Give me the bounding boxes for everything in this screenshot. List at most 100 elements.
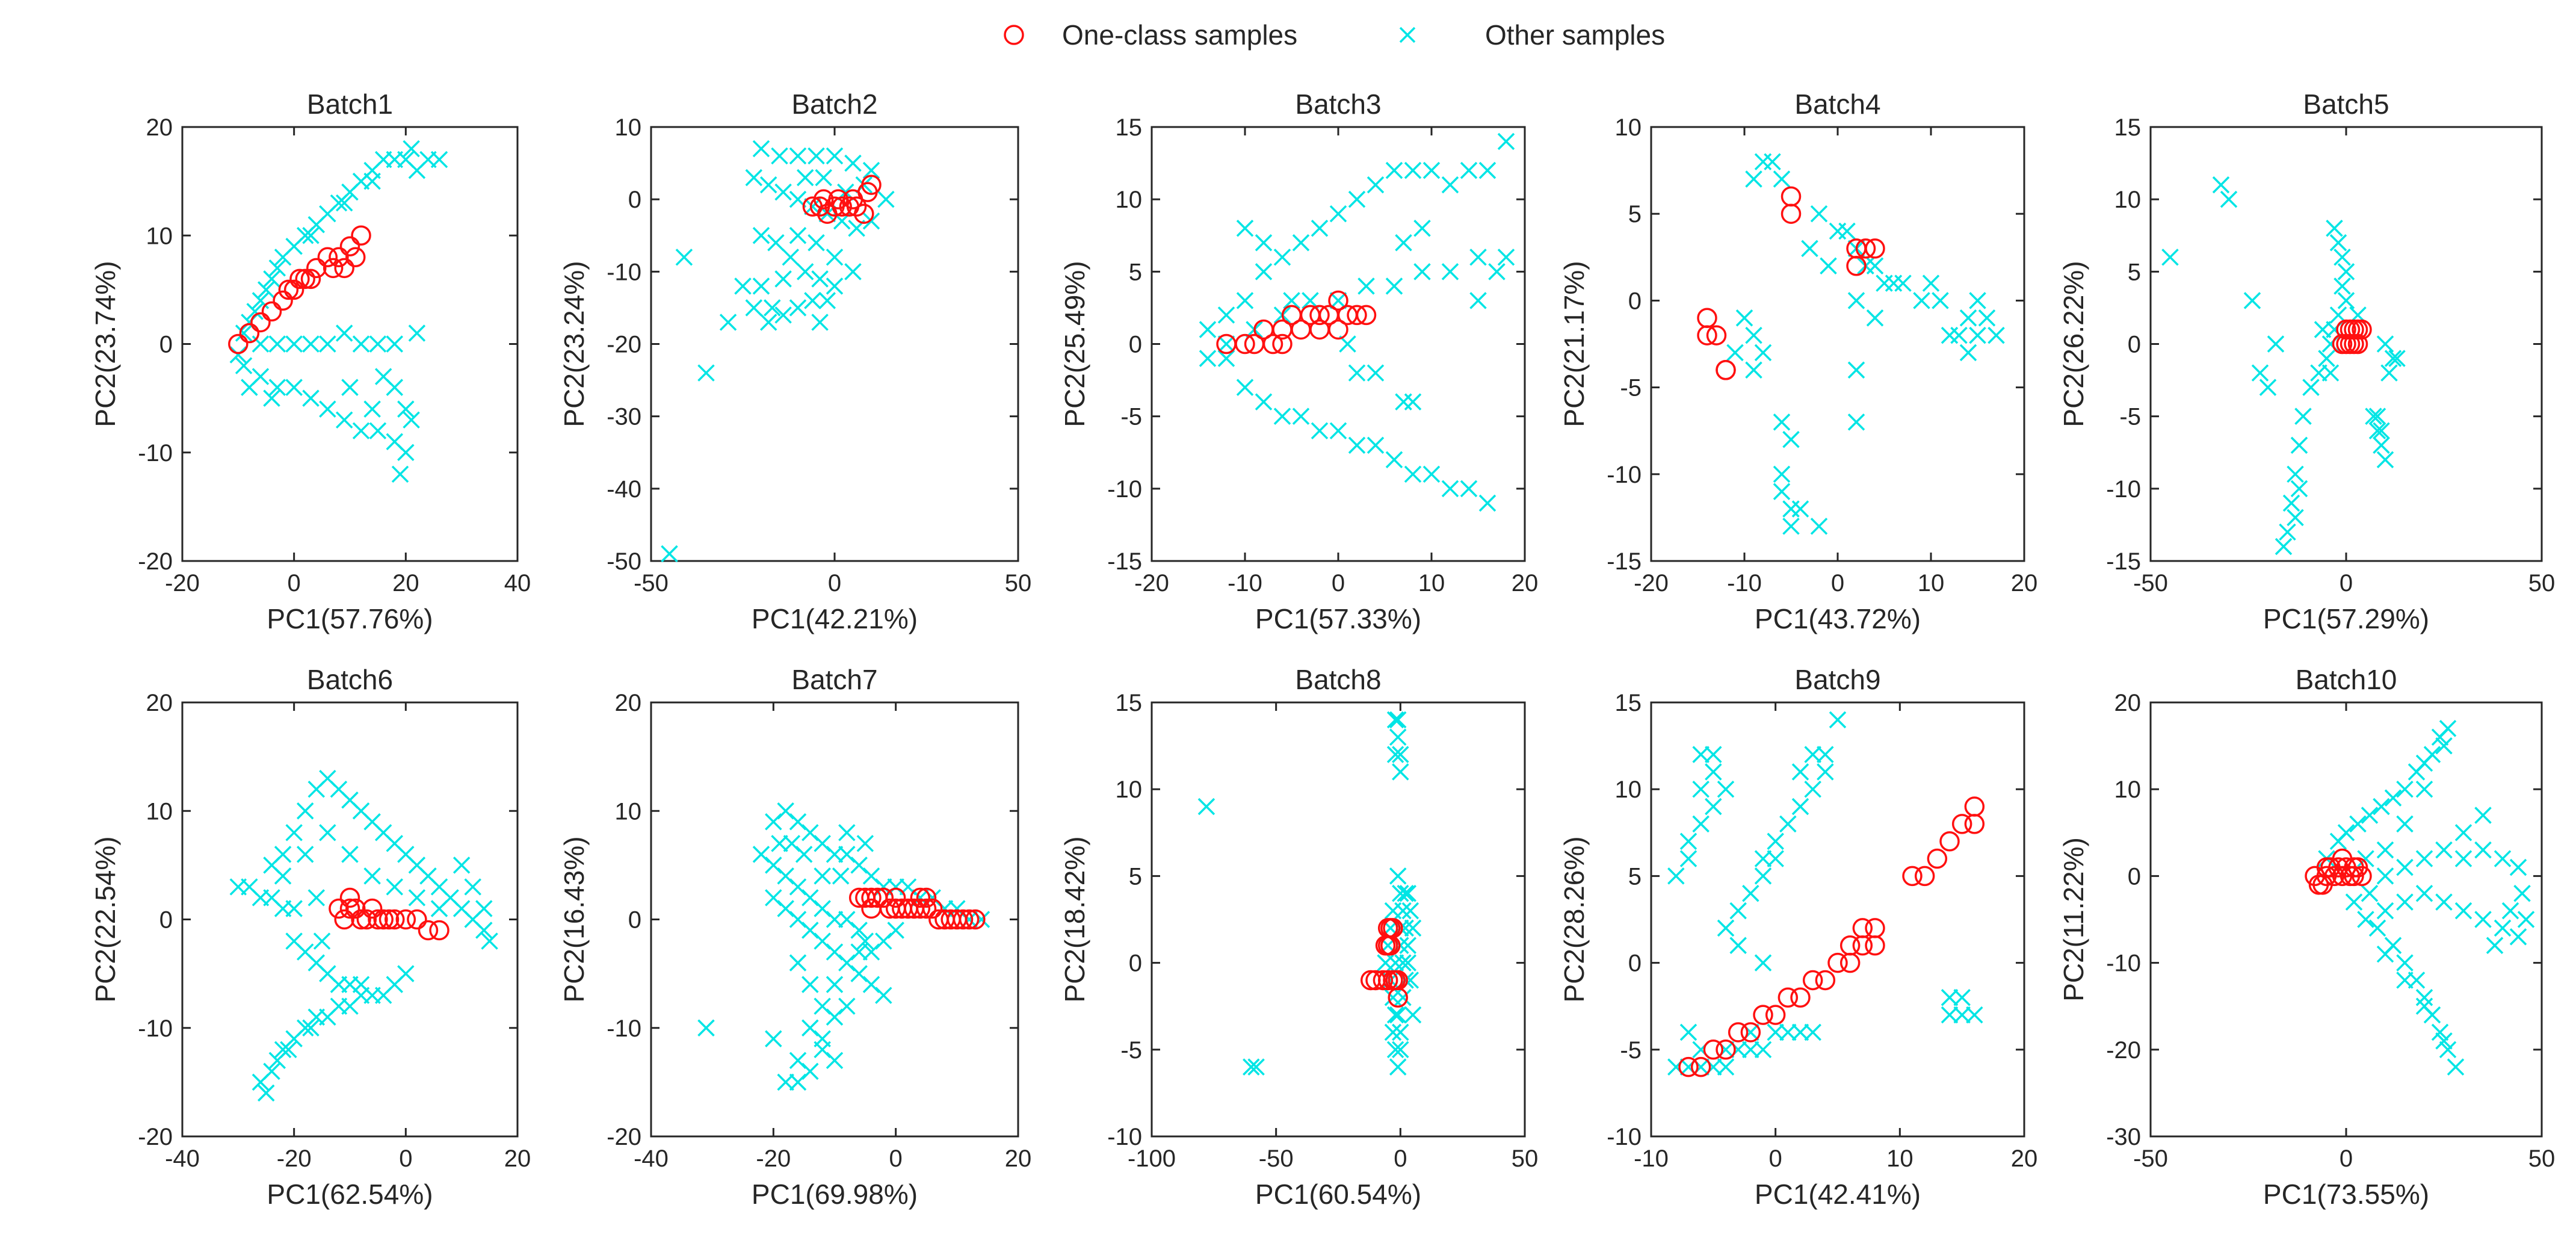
- y-tick-label: 0: [628, 187, 641, 213]
- other-sample-point: [2474, 841, 2492, 859]
- other-sample-point: [675, 249, 693, 266]
- y-tick-label: 10: [146, 798, 173, 825]
- other-sample-point: [1255, 263, 1273, 280]
- other-sample-point: [1773, 170, 1791, 188]
- other-sample-point: [2396, 858, 2414, 876]
- other-sample-point: [1894, 274, 1912, 292]
- legend-one-class-label: One-class samples: [1062, 19, 1297, 51]
- y-tick-label: 15: [2114, 114, 2142, 141]
- x-axis-label: PC1(42.21%): [752, 603, 918, 634]
- other-sample-point: [719, 314, 737, 331]
- other-sample-point: [1386, 1006, 1404, 1024]
- one-class-sample-point: [373, 909, 394, 930]
- one-class-sample-point: [828, 189, 848, 209]
- other-sample-point: [319, 400, 336, 418]
- other-sample-point: [1404, 465, 1422, 483]
- one-class-sample-point: [861, 887, 882, 908]
- other-sample-point: [782, 249, 800, 266]
- other-sample-point: [2337, 263, 2355, 280]
- other-sample-point: [2287, 465, 2304, 483]
- other-sample-point: [1392, 746, 1409, 763]
- one-class-sample-point: [2308, 875, 2329, 895]
- one-class-sample-point: [854, 203, 874, 224]
- one-class-sample-point: [1852, 918, 1873, 938]
- other-sample-point: [764, 299, 781, 317]
- other-sample-point: [1705, 763, 1722, 781]
- other-sample-point: [2373, 422, 2390, 439]
- panel-batch9: Batch9 -10 0 10 20 -10 -5 0 5 10 15 PC1(42.41%) PC2(…: [1558, 664, 2037, 1210]
- other-sample-point: [2161, 249, 2179, 266]
- y-tick-label: 15: [1116, 690, 1143, 716]
- other-sample-point: [1392, 763, 1409, 781]
- x-tick-label: 40: [504, 570, 531, 597]
- one-class-sample-point: [1716, 360, 1736, 380]
- other-sample-point: [285, 335, 303, 353]
- y-axis-label: PC2(21.17%): [1558, 261, 1590, 427]
- other-sample-point: [856, 835, 874, 852]
- other-sample-point: [1767, 1023, 1784, 1041]
- other-sample-point: [826, 911, 844, 928]
- one-class-sample-point: [1244, 333, 1265, 355]
- other-sample-point: [1385, 451, 1403, 469]
- other-sample-point: [268, 335, 286, 353]
- one-class-sample-point: [959, 909, 980, 930]
- other-sample-point: [258, 281, 275, 299]
- other-sample-point: [2415, 780, 2433, 798]
- x-tick-label: -10: [1634, 1145, 1669, 1172]
- one-class-sample-point: [1781, 203, 1802, 224]
- y-tick-label: 0: [2128, 332, 2141, 358]
- other-sample-point: [2435, 1032, 2453, 1050]
- axes-frame: [2149, 701, 2543, 1138]
- other-sample-point: [789, 147, 807, 165]
- other-sample-point: [1497, 249, 1515, 266]
- other-sample-point: [1367, 364, 1385, 382]
- other-sample-point: [430, 900, 448, 917]
- other-sample-point: [2509, 858, 2527, 876]
- other-sample-point: [1754, 850, 1772, 867]
- other-sample-point: [1348, 190, 1366, 208]
- other-sample-point: [783, 835, 801, 852]
- other-sample-point: [808, 234, 825, 252]
- other-sample-point: [1311, 422, 1329, 439]
- other-sample-point: [2334, 249, 2351, 266]
- x-tick-label: -10: [1727, 570, 1762, 597]
- other-sample-point: [2365, 407, 2382, 425]
- other-sample-point: [1729, 937, 1747, 954]
- y-tick-label: 15: [1116, 114, 1143, 141]
- y-tick-label: -5: [1620, 1037, 1642, 1064]
- y-tick-label: 5: [1628, 201, 1642, 228]
- panel-title: Batch10: [2296, 664, 2397, 695]
- other-sample-point: [229, 346, 247, 364]
- other-sample-point: [1413, 263, 1431, 280]
- y-tick-label: 20: [615, 690, 642, 716]
- other-sample-point: [302, 227, 320, 244]
- x-tick-label: 20: [1512, 570, 1539, 597]
- other-sample-point: [2439, 720, 2457, 737]
- x-tick-label: -40: [165, 1145, 200, 1172]
- other-sample-point: [1460, 480, 1478, 498]
- x-axis-label: PC1(69.98%): [752, 1179, 918, 1210]
- other-sample-point: [2509, 928, 2527, 946]
- other-sample-point: [789, 299, 807, 317]
- other-sample-point: [1460, 161, 1478, 179]
- other-sample-point: [2376, 867, 2394, 885]
- other-sample-point: [1847, 292, 1865, 309]
- x-tick-label: 0: [2340, 1145, 2353, 1172]
- other-sample-point: [1394, 989, 1412, 1006]
- other-sample-point: [1779, 815, 1797, 833]
- x-tick-label: 0: [288, 570, 301, 597]
- other-sample-point: [2302, 379, 2320, 396]
- x-tick-label: 0: [399, 1145, 412, 1172]
- other-sample-point: [697, 1019, 715, 1037]
- one-class-sample-point: [418, 920, 439, 941]
- y-tick-label: 0: [1628, 950, 1642, 977]
- one-class-sample-point: [239, 323, 260, 344]
- one-class-sample-point: [261, 301, 282, 322]
- y-tick-label: 20: [146, 114, 173, 141]
- other-sample-point: [296, 802, 314, 820]
- one-class-sample-point: [1716, 1040, 1736, 1060]
- y-tick-label: 10: [1116, 776, 1143, 803]
- other-sample-point: [1705, 798, 1722, 816]
- other-sample-point: [363, 172, 381, 190]
